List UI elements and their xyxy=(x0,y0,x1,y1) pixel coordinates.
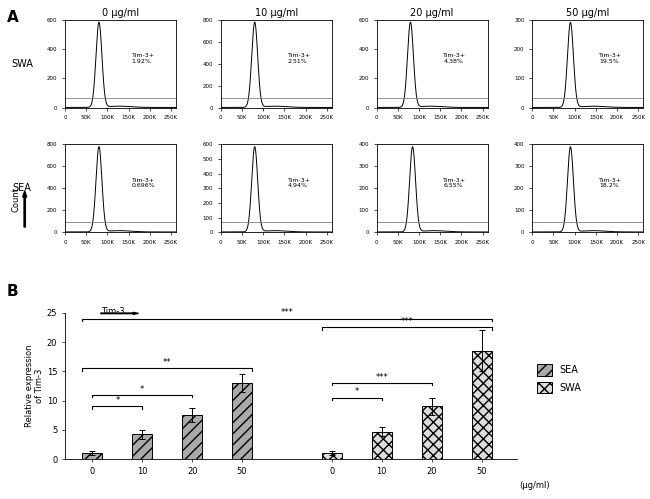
Y-axis label: SWA: SWA xyxy=(11,59,32,69)
Text: *: * xyxy=(355,387,359,397)
Text: **: ** xyxy=(163,358,172,367)
Text: ***: *** xyxy=(281,308,293,317)
Text: ***: *** xyxy=(400,317,413,326)
Title: 0 μg/ml: 0 μg/ml xyxy=(102,8,139,18)
Y-axis label: SEA: SEA xyxy=(12,183,31,193)
Text: Tim-3+
18.2%: Tim-3+ 18.2% xyxy=(599,178,622,189)
Legend: SEA, SWA: SEA, SWA xyxy=(536,362,584,395)
Bar xyxy=(133,435,152,459)
Title: 50 μg/ml: 50 μg/ml xyxy=(566,8,610,18)
Text: Tim-3+
4.38%: Tim-3+ 4.38% xyxy=(443,53,466,64)
Bar xyxy=(372,432,392,459)
Bar xyxy=(422,406,442,459)
Text: Tim-3+
2.51%: Tim-3+ 2.51% xyxy=(287,53,311,64)
Text: A: A xyxy=(6,10,18,25)
Text: Tim-3+
19.5%: Tim-3+ 19.5% xyxy=(599,53,622,64)
Text: B: B xyxy=(6,284,18,299)
Text: Count: Count xyxy=(12,187,21,212)
Title: 20 μg/ml: 20 μg/ml xyxy=(410,8,454,18)
Text: Tim-3+
0.696%: Tim-3+ 0.696% xyxy=(132,178,155,189)
Text: (μg/ml): (μg/ml) xyxy=(519,482,550,491)
Text: *: * xyxy=(140,385,144,394)
Text: *: * xyxy=(115,396,120,405)
Bar xyxy=(182,415,202,459)
Bar xyxy=(83,453,103,459)
Text: Tim-3+
1.92%: Tim-3+ 1.92% xyxy=(132,53,155,64)
Text: Tim-3: Tim-3 xyxy=(101,307,124,316)
Bar xyxy=(472,351,491,459)
Text: Tim-3+
4.94%: Tim-3+ 4.94% xyxy=(287,178,311,189)
Text: ***: *** xyxy=(376,373,388,382)
Bar xyxy=(322,453,342,459)
Bar xyxy=(232,383,252,459)
Title: 10 μg/ml: 10 μg/ml xyxy=(255,8,298,18)
Y-axis label: Relative expression
of Tim-3: Relative expression of Tim-3 xyxy=(25,345,44,427)
Text: Tim-3+
6.55%: Tim-3+ 6.55% xyxy=(443,178,466,189)
